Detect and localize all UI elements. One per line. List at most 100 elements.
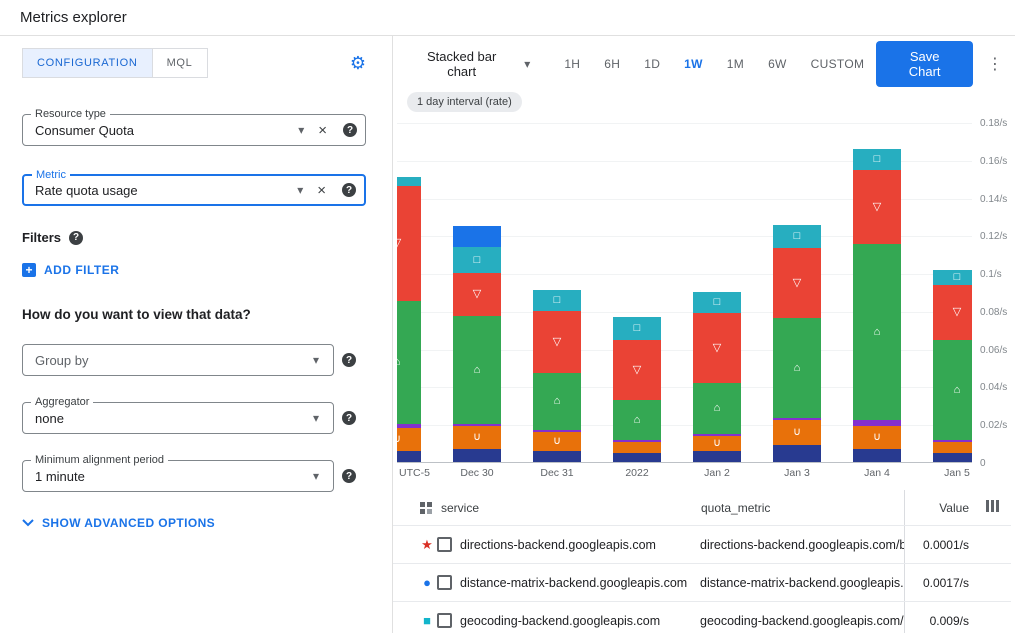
gridline — [397, 160, 972, 162]
clear-icon[interactable]: × — [317, 181, 326, 199]
point-marker: ∪ — [552, 435, 562, 447]
bar-jan-2[interactable]: ∪ ⌂ ▽ □ — [693, 292, 741, 462]
segment-orange: ∪ — [397, 428, 421, 451]
add-filter-button[interactable]: + ADD FILTER — [22, 263, 119, 277]
column-options-icon[interactable] — [986, 499, 999, 517]
x-tick-label: Jan 2 — [704, 467, 730, 479]
point-marker: ▽ — [472, 288, 482, 300]
gridline — [397, 123, 972, 124]
bar-partial[interactable]: ∪ ⌂ ▽ — [397, 177, 421, 462]
save-chart-button[interactable]: Save Chart — [876, 41, 973, 87]
help-icon[interactable]: ? — [342, 411, 356, 425]
aggregator-label: Aggregator — [31, 396, 94, 410]
grid-icon — [419, 501, 433, 515]
dropdown-arrow-icon[interactable]: ▾ — [312, 469, 319, 483]
bar-2022[interactable]: ⌂ ▽ □ — [613, 317, 661, 462]
help-icon[interactable]: ? — [69, 230, 84, 245]
star-series-marker-icon: ★ — [421, 537, 433, 552]
bar-dec-30[interactable]: ∪ ⌂ ▽ □ — [453, 226, 501, 462]
range-6h[interactable]: 6H — [604, 57, 621, 71]
help-icon[interactable]: ? — [342, 183, 356, 197]
service-header-cell[interactable]: service — [419, 501, 701, 515]
chart-area: ∪ ⌂ ▽ ∪ ⌂ ▽ □ ∪ ⌂ ▽ □ ⌂ ▽ □ ∪ ⌂ ▽ □ ∪ ⌂ ▽ □ ∪ ⌂ ▽ □ ⌂ ▽ □ 0.18/s 0.16… — [397, 118, 1015, 481]
segment-orange — [933, 442, 972, 453]
more-options-icon[interactable]: ⋮ — [987, 56, 1003, 73]
chart-type-select[interactable]: Stacked bar chart ▾ — [411, 49, 536, 79]
point-marker: ⌂ — [713, 402, 721, 414]
segment-red: ▽ — [397, 186, 421, 301]
bar-dec-31[interactable]: ∪ ⌂ ▽ □ — [533, 290, 581, 462]
y-tick-label: 0.16/s — [980, 155, 1008, 167]
range-1m[interactable]: 1M — [726, 57, 745, 71]
alignment-period-field[interactable]: Minimum alignment period 1 minute ▾ — [22, 454, 334, 492]
point-marker: □ — [633, 322, 641, 334]
chevron-down-icon — [22, 519, 34, 527]
dropdown-arrow-icon[interactable]: ▾ — [297, 183, 304, 197]
range-custom[interactable]: CUSTOM — [810, 57, 865, 71]
range-1d[interactable]: 1D — [644, 57, 661, 71]
range-1w[interactable]: 1W — [684, 57, 703, 71]
point-marker: □ — [873, 153, 881, 165]
value-cell-wrap: 0.009/s — [904, 602, 1011, 633]
value-header-cell: Value — [904, 490, 1011, 525]
alignment-period-value: 1 minute — [35, 468, 85, 484]
quota-metric-header[interactable]: quota_metric — [701, 500, 771, 515]
segment-orange: ∪ — [533, 432, 581, 451]
legend-table: service quota_metric Value ★ directions-b… — [393, 490, 1011, 633]
main-body: CONFIGURATION MQL ⚙ Resource type Consum… — [0, 36, 1015, 633]
bar-jan-3[interactable]: ∪ ⌂ ▽ □ — [773, 225, 821, 462]
segment-green: ⌂ — [933, 340, 972, 440]
segment-red: ▽ — [453, 273, 501, 316]
segment-purple — [693, 434, 741, 436]
tab-mql[interactable]: MQL — [152, 48, 208, 78]
segment-teal: □ — [453, 247, 501, 273]
point-marker: ⌂ — [473, 363, 481, 376]
segment-teal: □ — [933, 270, 972, 285]
help-icon[interactable]: ? — [342, 353, 356, 367]
gear-icon[interactable]: ⚙ — [349, 53, 366, 73]
segment-green: ⌂ — [613, 400, 661, 440]
point-marker: ∪ — [472, 431, 482, 443]
segment-green: ⌂ — [453, 316, 501, 424]
aggregator-field[interactable]: Aggregator none ▾ — [22, 396, 334, 434]
dropdown-arrow-icon[interactable]: ▾ — [312, 411, 319, 425]
service-cell: distance-matrix-backend.googleapis.com — [460, 575, 688, 590]
segment-green: ⌂ — [693, 383, 741, 434]
point-marker: □ — [793, 230, 801, 242]
range-1h[interactable]: 1H — [564, 57, 581, 71]
dropdown-arrow-icon[interactable]: ▾ — [312, 353, 319, 367]
table-body: ★ directions-backend.googleapis.com direct… — [393, 526, 1011, 633]
segment-navy — [397, 451, 421, 462]
page-title: Metrics explorer — [20, 9, 127, 26]
segment-teal: □ — [773, 225, 821, 248]
filters-section: Filters ? — [22, 230, 366, 245]
point-marker: ∪ — [872, 431, 882, 443]
segment-purple — [533, 430, 581, 432]
group-by-field[interactable]: Group by ▾ — [22, 344, 334, 376]
segment-red: ▽ — [853, 170, 901, 244]
segment-green: ⌂ — [773, 318, 821, 418]
service-header-label: service — [441, 500, 480, 515]
metric-field[interactable]: Metric Rate quota usage ▾ × ? — [22, 169, 366, 206]
point-marker: □ — [473, 253, 481, 266]
show-advanced-options[interactable]: SHOW ADVANCED OPTIONS — [22, 516, 215, 530]
clear-icon[interactable]: × — [318, 121, 327, 139]
range-6w[interactable]: 6W — [768, 57, 787, 71]
quota-metric-cell: directions-backend.googleapis.com/billab… — [700, 537, 904, 552]
help-icon[interactable]: ? — [343, 123, 357, 137]
tab-configuration[interactable]: CONFIGURATION — [22, 48, 153, 78]
help-icon[interactable]: ? — [342, 469, 356, 483]
row-checkbox[interactable] — [437, 575, 452, 590]
point-marker: □ — [553, 294, 561, 306]
point-marker: ⌂ — [793, 361, 801, 374]
bar-jan-4[interactable]: ∪ ⌂ ▽ □ — [853, 149, 901, 462]
table-row: ● distance-matrix-backend.googleapis.com d… — [393, 564, 1011, 602]
group-by-row: Group by ▾ ? — [22, 344, 366, 376]
dropdown-arrow-icon[interactable]: ▾ — [298, 123, 305, 137]
segment-teal: □ — [693, 292, 741, 313]
bar-jan-5[interactable]: ⌂ ▽ □ — [933, 270, 972, 462]
row-checkbox[interactable] — [437, 537, 452, 552]
row-checkbox[interactable] — [437, 613, 452, 628]
resource-type-field[interactable]: Resource type Consumer Quota ▾ × ? — [22, 108, 366, 146]
value-header-label[interactable]: Value — [939, 500, 969, 515]
